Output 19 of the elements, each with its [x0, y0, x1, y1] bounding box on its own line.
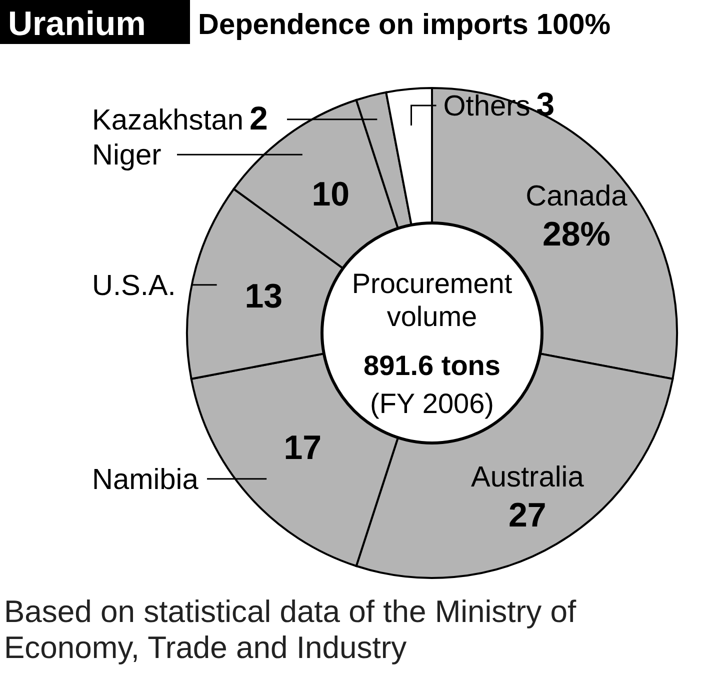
- data-label: 10: [312, 175, 350, 214]
- text: Procurement volume: [352, 268, 512, 332]
- slice-label: Namibia: [92, 464, 200, 496]
- slice-label: Niger: [92, 140, 162, 172]
- slice-label: Kazakhstan: [92, 104, 244, 136]
- data-label: 27: [508, 496, 546, 534]
- chart-subtitle: Dependence on imports 100%: [198, 9, 611, 41]
- slice-label: Canada: [526, 180, 628, 212]
- data-label: 28%: [542, 215, 611, 254]
- data-label: 2: [250, 99, 268, 136]
- text: 891.6 tons: [364, 350, 500, 381]
- chart-title: Uranium: [8, 5, 146, 43]
- slice-label: Australia: [471, 461, 585, 494]
- text: (FY 2006): [370, 388, 494, 419]
- data-label: 13: [244, 277, 283, 316]
- slice-label: U.S.A.: [92, 270, 176, 302]
- slice-label: Others: [443, 90, 530, 122]
- text: Based on statistical data of the Ministry of Economy, Trade and Industry: [4, 594, 576, 665]
- data-label: 17: [284, 429, 322, 468]
